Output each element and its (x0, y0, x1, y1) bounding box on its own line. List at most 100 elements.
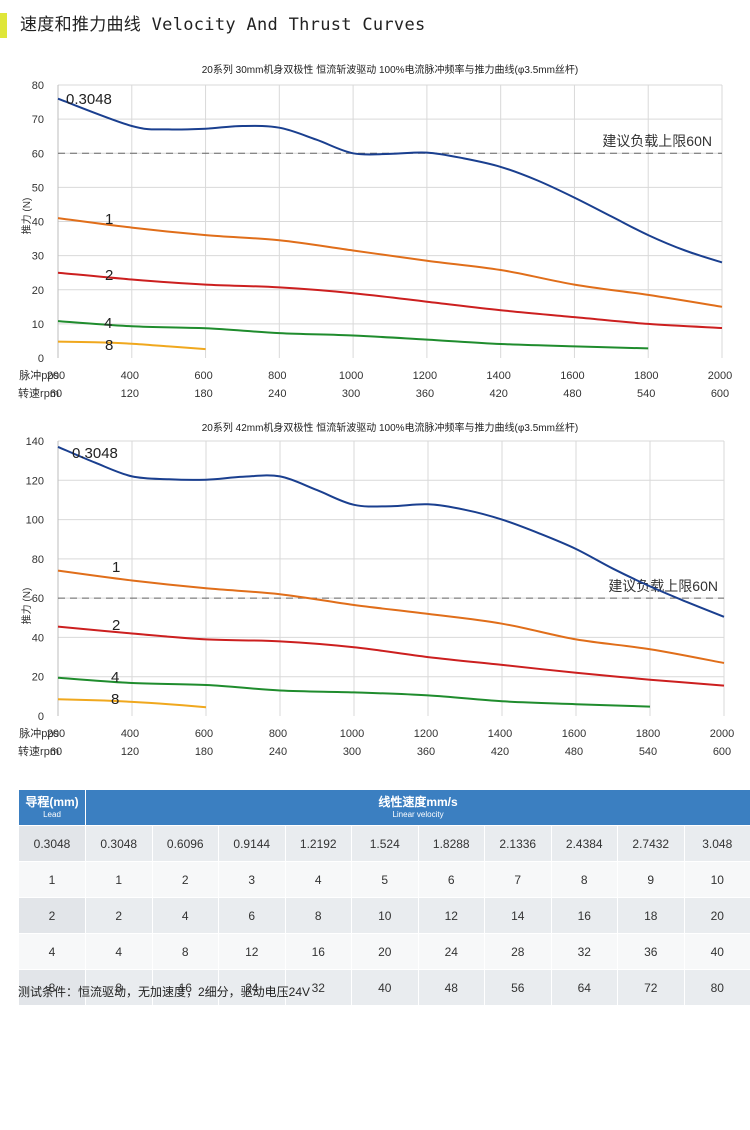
series-line-8 (57, 698, 207, 709)
rpm-tick-label: 420 (491, 746, 509, 758)
x-tick-label: 800 (269, 728, 287, 740)
velocity-cell: 32 (284, 969, 352, 1006)
thrust-chart-30mm: 20系列 30mm机身双极性 恒流斩波驱动 100%电流脉冲频率与推力曲线(φ3… (18, 63, 732, 400)
lead-cell: 4 (18, 933, 86, 970)
rpm-tick-label: 300 (342, 388, 360, 400)
velocity-cell: 7 (484, 861, 552, 898)
series-line-8 (57, 340, 206, 351)
velocity-cell: 18 (617, 897, 685, 934)
rpm-tick-label: 120 (121, 388, 139, 400)
velocity-cell: 80 (683, 969, 750, 1006)
x-tick-label: 1000 (339, 370, 363, 382)
thrust-chart-42mm: 20系列 42mm机身双极性 恒流斩波驱动 100%电流脉冲频率与推力曲线(φ3… (18, 421, 734, 758)
lead-cell: 1 (18, 861, 86, 898)
rpm-tick-label: 540 (639, 746, 657, 758)
rpm-tick-label: 60 (50, 746, 62, 758)
velocity-cell: 9 (617, 861, 685, 898)
velocity-cell: 6 (417, 861, 485, 898)
y-tick-label: 30 (32, 251, 44, 263)
velocity-cell: 2 (151, 861, 219, 898)
reference-line-label: 建议负载上限60N (608, 578, 718, 594)
velocity-cell: 10 (351, 897, 419, 934)
x-tick-label: 600 (195, 728, 213, 740)
velocity-cell: 12 (218, 933, 286, 970)
section-title: 速度和推力曲线 Velocity And Thrust Curves (20, 15, 426, 35)
velocity-cell: 10 (683, 861, 750, 898)
y-axis-label: 推力 (N) (20, 198, 33, 235)
velocity-cell: 32 (550, 933, 618, 970)
velocity-cell: 1.2192 (284, 825, 352, 862)
y-tick-label: 20 (32, 672, 44, 684)
velocity-cell: 16 (284, 933, 352, 970)
linear-velocity-table-wrap: 导程(mm) Lead 线性速度mm/s Linear velocity 0.3… (18, 789, 750, 1006)
velocity-cell: 40 (351, 969, 419, 1006)
x-tick-label: 1200 (414, 728, 438, 740)
velocity-cell: 4 (85, 933, 153, 970)
velocity-cell: 8 (284, 897, 352, 934)
velocity-cell: 16 (550, 897, 618, 934)
velocity-cell: 2.1336 (484, 825, 552, 862)
y-tick-label: 140 (26, 436, 44, 448)
rpm-tick-label: 240 (268, 388, 286, 400)
velocity-cell: 5 (351, 861, 419, 898)
x-tick-label: 2000 (708, 370, 732, 382)
table-header-row: 导程(mm) Lead 线性速度mm/s Linear velocity (18, 789, 750, 826)
series-label: 1 (112, 559, 120, 576)
series-label: 2 (112, 617, 120, 634)
velocity-cell: 0.9144 (218, 825, 286, 862)
x-tick-label: 400 (121, 370, 139, 382)
lead-header-zh: 导程(mm) (25, 795, 79, 809)
x-tick-label: 1600 (562, 728, 586, 740)
velocity-cell: 24 (218, 969, 286, 1006)
x-tick-label: 1200 (413, 370, 437, 382)
x-tick-label: 1800 (634, 370, 658, 382)
velocity-cell: 8 (550, 861, 618, 898)
velocity-cell: 36 (617, 933, 685, 970)
rpm-tick-label: 60 (50, 388, 62, 400)
velocity-cell: 2 (85, 897, 153, 934)
velocity-cell: 40 (683, 933, 750, 970)
x-tick-label: 1400 (486, 370, 510, 382)
velocity-cell: 1.8288 (417, 825, 485, 862)
reference-line-label: 建议负载上限60N (602, 133, 712, 149)
series-label: 0.3048 (66, 91, 112, 108)
velocity-cell: 72 (617, 969, 685, 1006)
table-body: 0.3048 0.3048 0.6096 0.9144 1.2192 1.524 1.828… (18, 825, 750, 1006)
y-tick-label: 100 (26, 515, 44, 527)
rpm-tick-label: 480 (565, 746, 583, 758)
rpm-tick-label: 360 (417, 746, 435, 758)
y-tick-label: 50 (32, 182, 44, 194)
rpm-tick-label: 360 (416, 388, 434, 400)
velocity-cell: 12 (417, 897, 485, 934)
y-axis-label: 推力 (N) (20, 588, 33, 625)
series-label: 8 (111, 691, 119, 708)
series-label: 0.3048 (72, 445, 118, 462)
x-tick-label: 800 (268, 370, 286, 382)
series-label: 8 (105, 337, 113, 354)
velocity-cell: 64 (550, 969, 618, 1006)
velocity-cell: 0.6096 (151, 825, 219, 862)
header-accent-bar (0, 13, 7, 38)
velocity-cell: 20 (683, 897, 750, 934)
table-row: 4 4 8 12 16 20 24 28 32 36 40 (18, 933, 750, 970)
x-tick-label: 1600 (560, 370, 584, 382)
velocity-cell: 8 (85, 969, 153, 1006)
velocity-cell: 56 (484, 969, 552, 1006)
rpm-tick-label: 600 (711, 388, 729, 400)
series-line-4 (57, 320, 649, 350)
y-tick-label: 80 (32, 80, 44, 92)
velocity-cell: 0.3048 (85, 825, 153, 862)
test-conditions-note: 测试条件：恒流驱动，无加速度，2细分，驱动电压24V (18, 985, 311, 999)
velocity-cell: 14 (484, 897, 552, 934)
lead-header: 导程(mm) Lead (18, 789, 86, 826)
rpm-tick-label: 120 (121, 746, 139, 758)
rpm-tick-label: 540 (637, 388, 655, 400)
chart-title: 20系列 42mm机身双极性 恒流斩波驱动 100%电流脉冲频率与推力曲线(φ3… (202, 421, 579, 434)
rpm-axis-label: 转速rpm (18, 744, 59, 758)
rpm-tick-label: 480 (563, 388, 581, 400)
x-axis-label: 脉冲pps (19, 726, 59, 740)
lead-cell: 2 (18, 897, 86, 934)
rpm-tick-label: 420 (489, 388, 507, 400)
velocity-cell: 4 (284, 861, 352, 898)
y-tick-label: 60 (32, 148, 44, 160)
